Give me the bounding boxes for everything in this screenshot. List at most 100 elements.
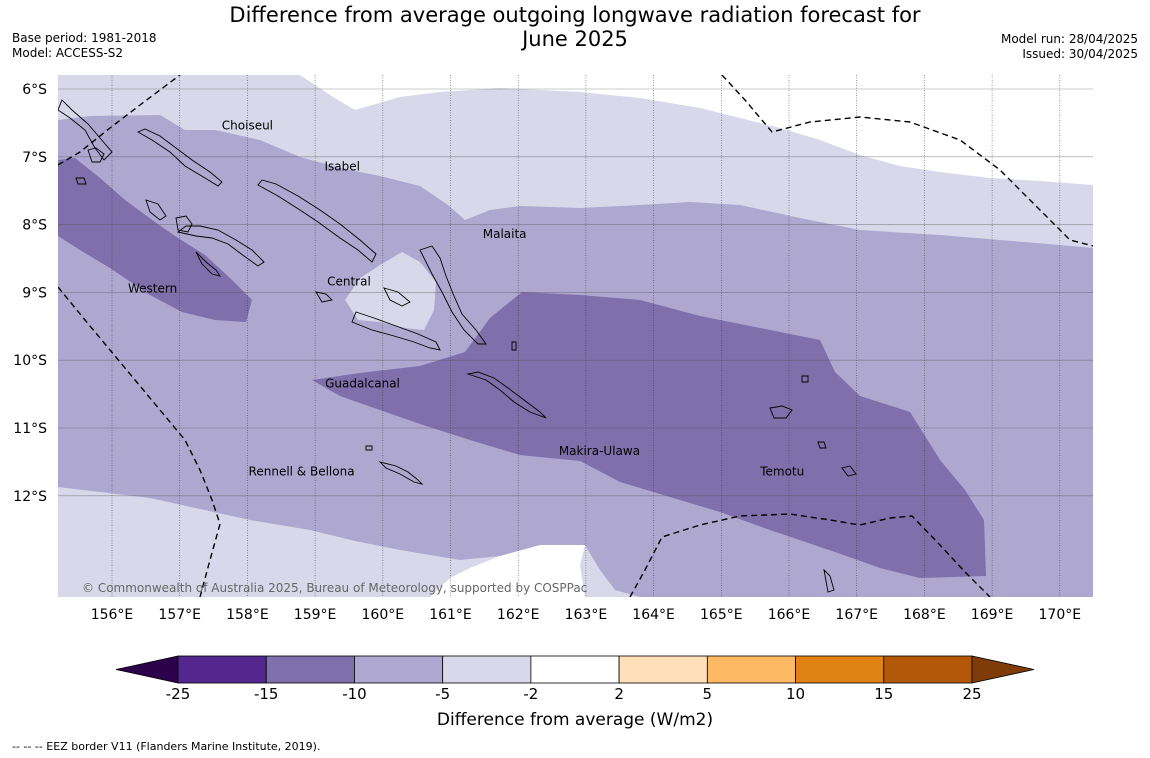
lat-tick-label: 8°S [22,218,47,234]
eez-footnote: -- -- -- EEZ border V11 (Flanders Marine… [12,740,321,753]
lon-tick-label: 162°E [497,607,540,623]
colorbar-segment [442,655,532,684]
island-utupua [841,465,857,477]
lon-tick-label: 160°E [362,607,405,623]
colorbar-label: Difference from average (W/m2) [436,710,714,730]
lon-tick-label: 159°E [294,607,337,623]
title-line-2: June 2025 [522,27,628,51]
lat-tick-label: 6°S [22,82,47,98]
island-choiseul [136,128,223,187]
island-vanikoro [817,441,827,449]
island-malaita [419,245,487,345]
lon-tick-label: 170°E [1039,607,1082,623]
lon-tick-label: 166°E [768,607,811,623]
meta-left: Base period: 1981-2018 Model: ACCESS-S2 [12,31,157,61]
grid-lines [111,75,1061,597]
island-small-2 [365,445,373,451]
island-isabel [257,179,377,263]
map-frame [58,75,1093,597]
colorbar-over-arrow [971,655,1035,684]
lon-ticks: 156°E 157°E 158°E 159°E 160°E 161°E 162°E 163°E… [91,607,1081,623]
colorbar-segment [177,655,267,684]
island-shortland [87,147,105,163]
island-rendova [195,251,222,277]
island-santa-cruz [769,405,793,419]
lat-ticks: 6°S 7°S 8°S 9°S 10°S 11°S 12°S [13,82,47,505]
island-bougainville [58,99,113,161]
colorbar-segment [265,655,355,684]
lon-tick-label: 165°E [700,607,743,623]
colorbar-tick-label: -5 [435,685,450,703]
lon-tick-label: 167°E [835,607,878,623]
meta-right: Model run: 28/04/2025 Issued: 30/04/2025 [1001,32,1138,62]
colorbar: -25 -15 -10 -5 -2 2 5 10 15 25 [115,655,1035,703]
colorbar-under-arrow [115,655,179,684]
island-guadalcanal [351,311,441,351]
region-label: Isabel [324,159,359,173]
chart-title: Difference from average outgoing longwav… [220,3,930,51]
lat-lines [58,88,1093,497]
lat-tick-label: 10°S [13,353,47,369]
lon-tick-label: 157°E [158,607,201,623]
colorbar-tick-label: 10 [786,685,805,703]
coastlines [58,99,857,593]
island-florida [383,287,411,307]
region-label: Malaita [483,227,527,241]
colorbar-tick-label: 5 [703,685,713,703]
island-small-4 [75,177,87,185]
region-labels: Choiseul Isabel Malaita Central Western Guada… [128,119,804,479]
anomaly-band-central-light [345,252,436,330]
lat-tick-label: 11°S [13,421,47,437]
colorbar-tick-label: 2 [614,685,624,703]
eez-border-south-east [629,513,991,597]
lon-tick-label: 156°E [91,607,134,623]
lat-tick-label: 9°S [22,285,47,301]
eez-border-south-west [58,286,221,597]
island-kolombangara [175,215,193,233]
island-small-1 [801,375,809,383]
colorbar-segment [706,655,796,684]
region-label: Choiseul [222,119,273,133]
base-period: Base period: 1981-2018 [12,31,157,45]
lat-tick-label: 12°S [13,489,47,505]
island-vella-lavella [145,199,167,221]
colorbar-segment [883,655,973,684]
region-label: Western [128,281,177,295]
eez-border-north-east [721,75,1093,247]
colorbar-tick-label: -25 [166,685,191,703]
lon-tick-label: 163°E [565,607,608,623]
colorbar-tick-label: 15 [874,685,893,703]
issued-date: Issued: 30/04/2025 [1022,47,1138,61]
anomaly-band-white-bottom [430,545,585,597]
island-tikopia [823,568,835,593]
title-line-1: Difference from average outgoing longwav… [229,3,921,27]
lon-tick-label: 164°E [632,607,675,623]
region-label: Temotu [759,464,804,478]
copyright-text: © Commonwealth of Australia 2025, Bureau… [82,581,587,595]
region-label: Guadalcanal [325,376,400,390]
colorbar-tick-label: 25 [962,685,981,703]
region-label: Rennell & Bellona [249,464,355,478]
lon-tick-label: 161°E [429,607,472,623]
island-new-georgia [176,225,265,267]
eez-border-north-west [58,75,181,166]
colorbar-tick-label: -2 [523,685,538,703]
colorbar-segment [354,655,444,684]
lat-tick-label: 7°S [22,150,47,166]
colorbar-segment [795,655,885,684]
model-run: Model run: 28/04/2025 [1000,32,1138,46]
lon-tick-label: 158°E [226,607,269,623]
colorbar-segment [530,655,620,684]
colorbar-tick-label: -10 [342,685,367,703]
island-small-3 [511,341,517,351]
colorbar-segment [618,655,708,684]
island-russell [315,291,333,303]
lon-tick-label: 169°E [971,607,1014,623]
model-name: Model: ACCESS-S2 [12,46,124,60]
anomaly-band-dark-east [312,292,986,578]
eez-borders [58,75,1093,597]
region-label: Central [327,275,371,289]
region-label: Makira-Ulawa [559,444,640,458]
anomaly-band-white-top [300,75,1093,185]
